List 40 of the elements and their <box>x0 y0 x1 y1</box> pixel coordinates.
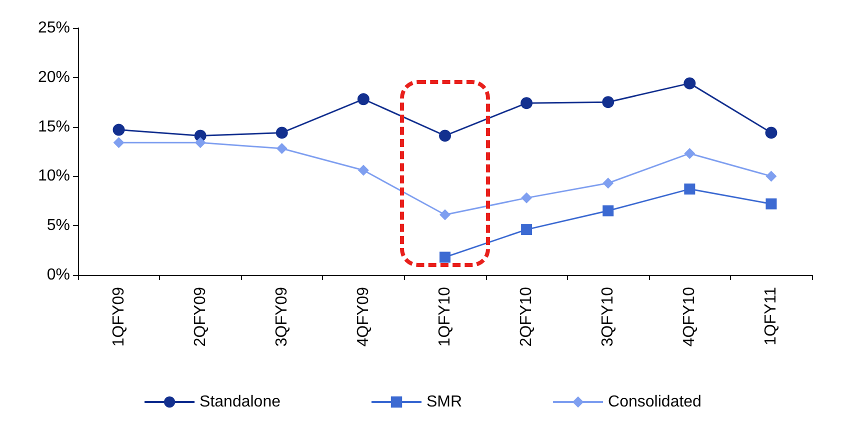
point <box>684 184 696 195</box>
point <box>113 137 124 148</box>
y-tick-label: 25% <box>38 20 70 36</box>
point <box>521 192 532 204</box>
point <box>602 178 614 189</box>
x-tick-label: 4QFY09 <box>354 286 372 347</box>
x-tick-label: 4QFY10 <box>681 286 698 347</box>
y-tick-label: 0% <box>46 266 70 284</box>
point <box>684 148 696 159</box>
legend-label: Consolidated <box>608 394 702 410</box>
point <box>766 170 777 182</box>
point <box>112 124 125 136</box>
y-tick-label: 20% <box>38 68 70 86</box>
x-tick-label: 2QFY10 <box>518 286 536 347</box>
point <box>684 77 696 90</box>
point <box>358 164 369 176</box>
point <box>602 205 614 216</box>
x-tick-label: 1QFY09 <box>110 286 128 347</box>
point <box>520 97 533 110</box>
point <box>602 96 614 108</box>
point <box>276 143 288 154</box>
x-tick-label: 3QFY10 <box>600 286 617 347</box>
x-tick-label: 2QFY09 <box>192 286 209 347</box>
x-tick-label: 3QFY09 <box>273 286 290 347</box>
point <box>194 137 206 148</box>
legend-label: SMR <box>426 394 462 410</box>
x-tick-label: 1QFY10 <box>436 286 454 347</box>
point <box>766 198 777 210</box>
point <box>440 209 450 220</box>
x-tick-label: 1QFY11 <box>762 286 780 346</box>
y-tick-label: 10% <box>38 168 70 185</box>
point <box>276 126 288 139</box>
legend-label: Standalone <box>200 394 281 410</box>
point <box>765 126 778 139</box>
point <box>439 130 451 142</box>
point <box>521 224 532 236</box>
point <box>440 252 450 263</box>
point <box>357 93 370 106</box>
y-tick-label: 15% <box>38 118 70 136</box>
y-tick-label: 5% <box>46 217 70 234</box>
